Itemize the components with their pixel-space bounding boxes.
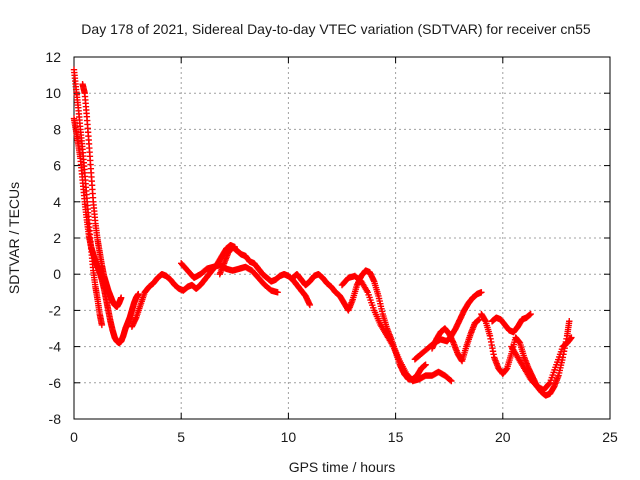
y-tick-label: 6	[53, 158, 61, 174]
x-axis-label: GPS time / hours	[289, 459, 396, 475]
data-point	[135, 290, 142, 298]
data-point	[447, 377, 454, 384]
data-point	[478, 289, 485, 296]
x-tick-label: 25	[602, 429, 618, 445]
y-tick-label: -6	[49, 375, 62, 391]
data-point	[448, 377, 455, 385]
y-tick-label: 4	[53, 194, 61, 210]
data-point	[117, 294, 125, 301]
data-series	[488, 310, 534, 336]
x-tick-label: 15	[388, 429, 404, 445]
data-point	[306, 301, 314, 309]
data-point	[527, 310, 534, 318]
data-series	[508, 334, 575, 394]
data-marks	[70, 66, 575, 399]
x-tick-label: 0	[70, 429, 78, 445]
data-series	[70, 66, 106, 329]
y-tick-label: 10	[45, 85, 61, 101]
data-series	[70, 115, 142, 347]
data-series	[79, 80, 125, 310]
y-axis-label: SDTVAR / TECUs	[6, 182, 22, 294]
y-tick-label: -2	[49, 302, 62, 318]
data-point	[98, 321, 106, 329]
data-series	[128, 242, 238, 330]
y-tick-label: -4	[49, 339, 62, 355]
y-tick-label: 8	[53, 121, 61, 137]
data-point	[274, 289, 281, 296]
chart-title: Day 178 of 2021, Sidereal Day-to-day VTE…	[81, 21, 591, 37]
x-tick-label: 20	[495, 429, 511, 445]
data-point	[566, 318, 573, 325]
data-point	[568, 334, 575, 341]
data-series	[428, 316, 483, 365]
y-tick-label: 12	[45, 49, 61, 65]
data-series	[216, 243, 314, 309]
data-point	[545, 380, 553, 388]
data-series	[178, 260, 281, 296]
data-point	[422, 361, 429, 368]
y-tick-label: 0	[53, 266, 61, 282]
x-tick-label: 5	[177, 429, 185, 445]
data-series	[338, 272, 455, 385]
x-tick-label: 10	[281, 429, 297, 445]
data-series	[289, 267, 429, 383]
y-tick-label: 2	[53, 230, 61, 246]
y-tick-label: -8	[49, 411, 62, 427]
axis-tick-labels: 0 5 10 15 20 25 -8 -6 -4 -2 0 2 4 6 8 10 12	[45, 49, 618, 445]
